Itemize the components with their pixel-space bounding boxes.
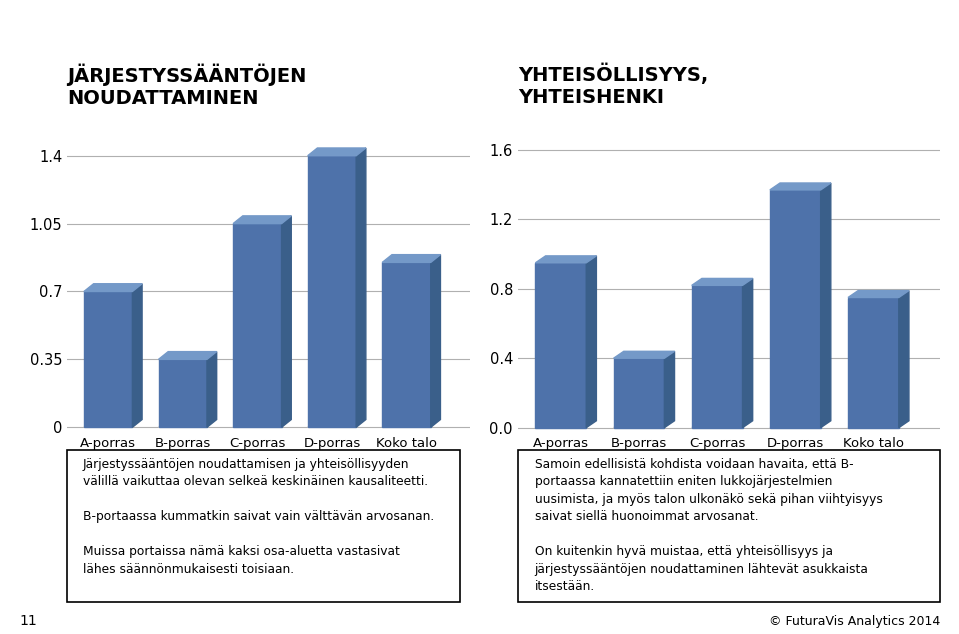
Bar (691, 285, 742, 428)
Bar (614, 358, 665, 428)
Text: YHTEISÖLLISYYS,
YHTEISHENKI: YHTEISÖLLISYYS, YHTEISHENKI (518, 63, 708, 107)
Polygon shape (848, 290, 909, 297)
Polygon shape (233, 420, 292, 427)
Polygon shape (691, 421, 753, 428)
FancyBboxPatch shape (518, 450, 940, 602)
Polygon shape (158, 352, 217, 359)
Bar (158, 359, 207, 427)
Polygon shape (535, 256, 596, 263)
Polygon shape (899, 290, 909, 428)
Polygon shape (742, 278, 753, 428)
Polygon shape (665, 351, 674, 428)
Polygon shape (84, 420, 142, 427)
Bar (308, 156, 356, 427)
Polygon shape (770, 183, 830, 190)
Polygon shape (207, 352, 217, 427)
Polygon shape (431, 255, 440, 427)
Polygon shape (614, 351, 674, 358)
Polygon shape (848, 421, 909, 428)
Polygon shape (383, 255, 440, 262)
Text: Samoin edellisistä kohdista voidaan havaita, että B-
portaassa kannatettiin enit: Samoin edellisistä kohdista voidaan hava… (535, 458, 882, 593)
Text: 11: 11 (19, 614, 37, 628)
Text: Järjestyssääntöjen noudattamisen ja yhteisöllisyyden
välillä vaikuttaa olevan se: Järjestyssääntöjen noudattamisen ja yhte… (82, 458, 434, 576)
Polygon shape (84, 284, 142, 292)
Bar (233, 224, 282, 427)
Polygon shape (535, 421, 596, 428)
Polygon shape (356, 148, 366, 427)
Bar (84, 292, 132, 427)
FancyBboxPatch shape (67, 450, 460, 602)
Polygon shape (132, 284, 142, 427)
Bar (383, 262, 431, 427)
Polygon shape (614, 421, 674, 428)
Polygon shape (308, 420, 366, 427)
Text: © FuturaVis Analytics 2014: © FuturaVis Analytics 2014 (768, 614, 940, 628)
Text: JÄRJESTYSSÄÄNTÖJEN
NOUDATTAMINEN: JÄRJESTYSSÄÄNTÖJEN NOUDATTAMINEN (67, 63, 307, 108)
Polygon shape (308, 148, 366, 156)
Polygon shape (233, 216, 292, 224)
Bar (535, 263, 586, 428)
Polygon shape (383, 420, 440, 427)
Polygon shape (158, 420, 217, 427)
Polygon shape (770, 421, 830, 428)
Polygon shape (282, 216, 292, 427)
Bar (770, 190, 821, 428)
Polygon shape (821, 183, 830, 428)
Polygon shape (586, 256, 596, 428)
Polygon shape (691, 278, 753, 285)
Bar (848, 297, 899, 428)
